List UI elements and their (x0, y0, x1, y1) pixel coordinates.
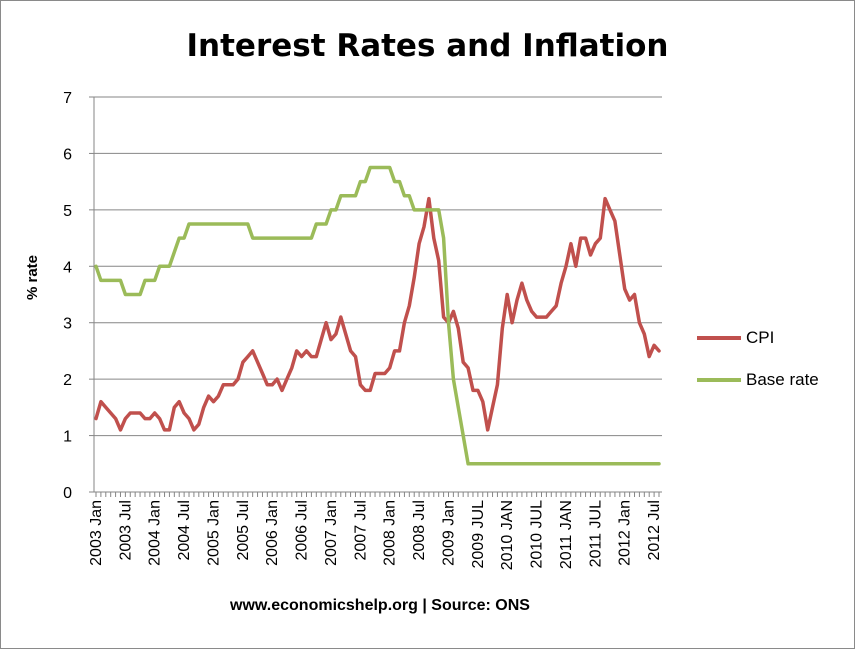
y-tick-label-7: 7 (63, 90, 72, 107)
x-tick-label: 2006 Jan (264, 500, 281, 566)
legend-swatch-cpi (697, 336, 741, 340)
legend-item-base-rate: Base rate (697, 370, 819, 390)
x-tick-label: 2008 Jul (411, 500, 428, 561)
axes (89, 96, 662, 497)
x-tick-labels: 2003 Jan 2003 Jul 2004 Jan 2004 Jul 2005 Jan… (88, 500, 663, 570)
y-tick-label-1: 1 (63, 429, 72, 446)
series-line-base-rate (94, 165, 661, 466)
y-tick-labels: 0 1 2 3 4 5 6 7 (63, 90, 72, 502)
x-tick-label: 2012 Jan (617, 500, 634, 566)
x-tick-label: 2006 Jul (294, 500, 311, 561)
y-tick-label-0: 0 (63, 485, 72, 502)
legend-label-base-rate: Base rate (746, 370, 819, 389)
x-tick-label: 2004 Jul (176, 500, 193, 561)
x-tick-label: 2012 Jul (646, 500, 663, 561)
series-lines (94, 165, 661, 466)
source-caption: www.economicshelp.org | Source: ONS (230, 597, 530, 614)
x-tick-label: 2010 JUL (529, 500, 546, 569)
y-tick-label-5: 5 (63, 203, 72, 220)
y-tick-label-2: 2 (63, 372, 72, 389)
x-tick-label: 2007 Jul (352, 500, 369, 561)
series-line-cpi (94, 196, 661, 432)
x-tick-label: 2004 Jan (147, 500, 164, 566)
x-tick-label: 2003 Jul (117, 500, 134, 561)
y-axis-label: % rate (24, 254, 41, 300)
x-tick-label: 2009 Jan (440, 500, 457, 566)
legend-label-cpi: CPI (746, 328, 775, 347)
x-tick-label: 2005 Jul (235, 500, 252, 561)
y-tick-label-4: 4 (63, 259, 72, 276)
legend-swatch-base-rate (697, 378, 741, 382)
x-tick-label: 2009 JUL (470, 500, 487, 569)
x-tick-label: 2008 Jan (382, 500, 399, 566)
x-tick-label: 2011 JAN (558, 500, 575, 569)
x-tick-label: 2010 JAN (499, 500, 516, 570)
y-tick-label-6: 6 (63, 146, 72, 163)
x-tick-label: 2003 Jan (88, 500, 105, 566)
y-tick-label-3: 3 (63, 316, 72, 333)
x-tick-label: 2007 Jan (323, 500, 340, 566)
legend-item-cpi: CPI (697, 328, 774, 348)
x-tick-label: 2005 Jan (205, 500, 222, 566)
x-tick-label: 2011 JUL (587, 500, 604, 567)
chart-title: Interest Rates and Inflation (186, 28, 669, 64)
